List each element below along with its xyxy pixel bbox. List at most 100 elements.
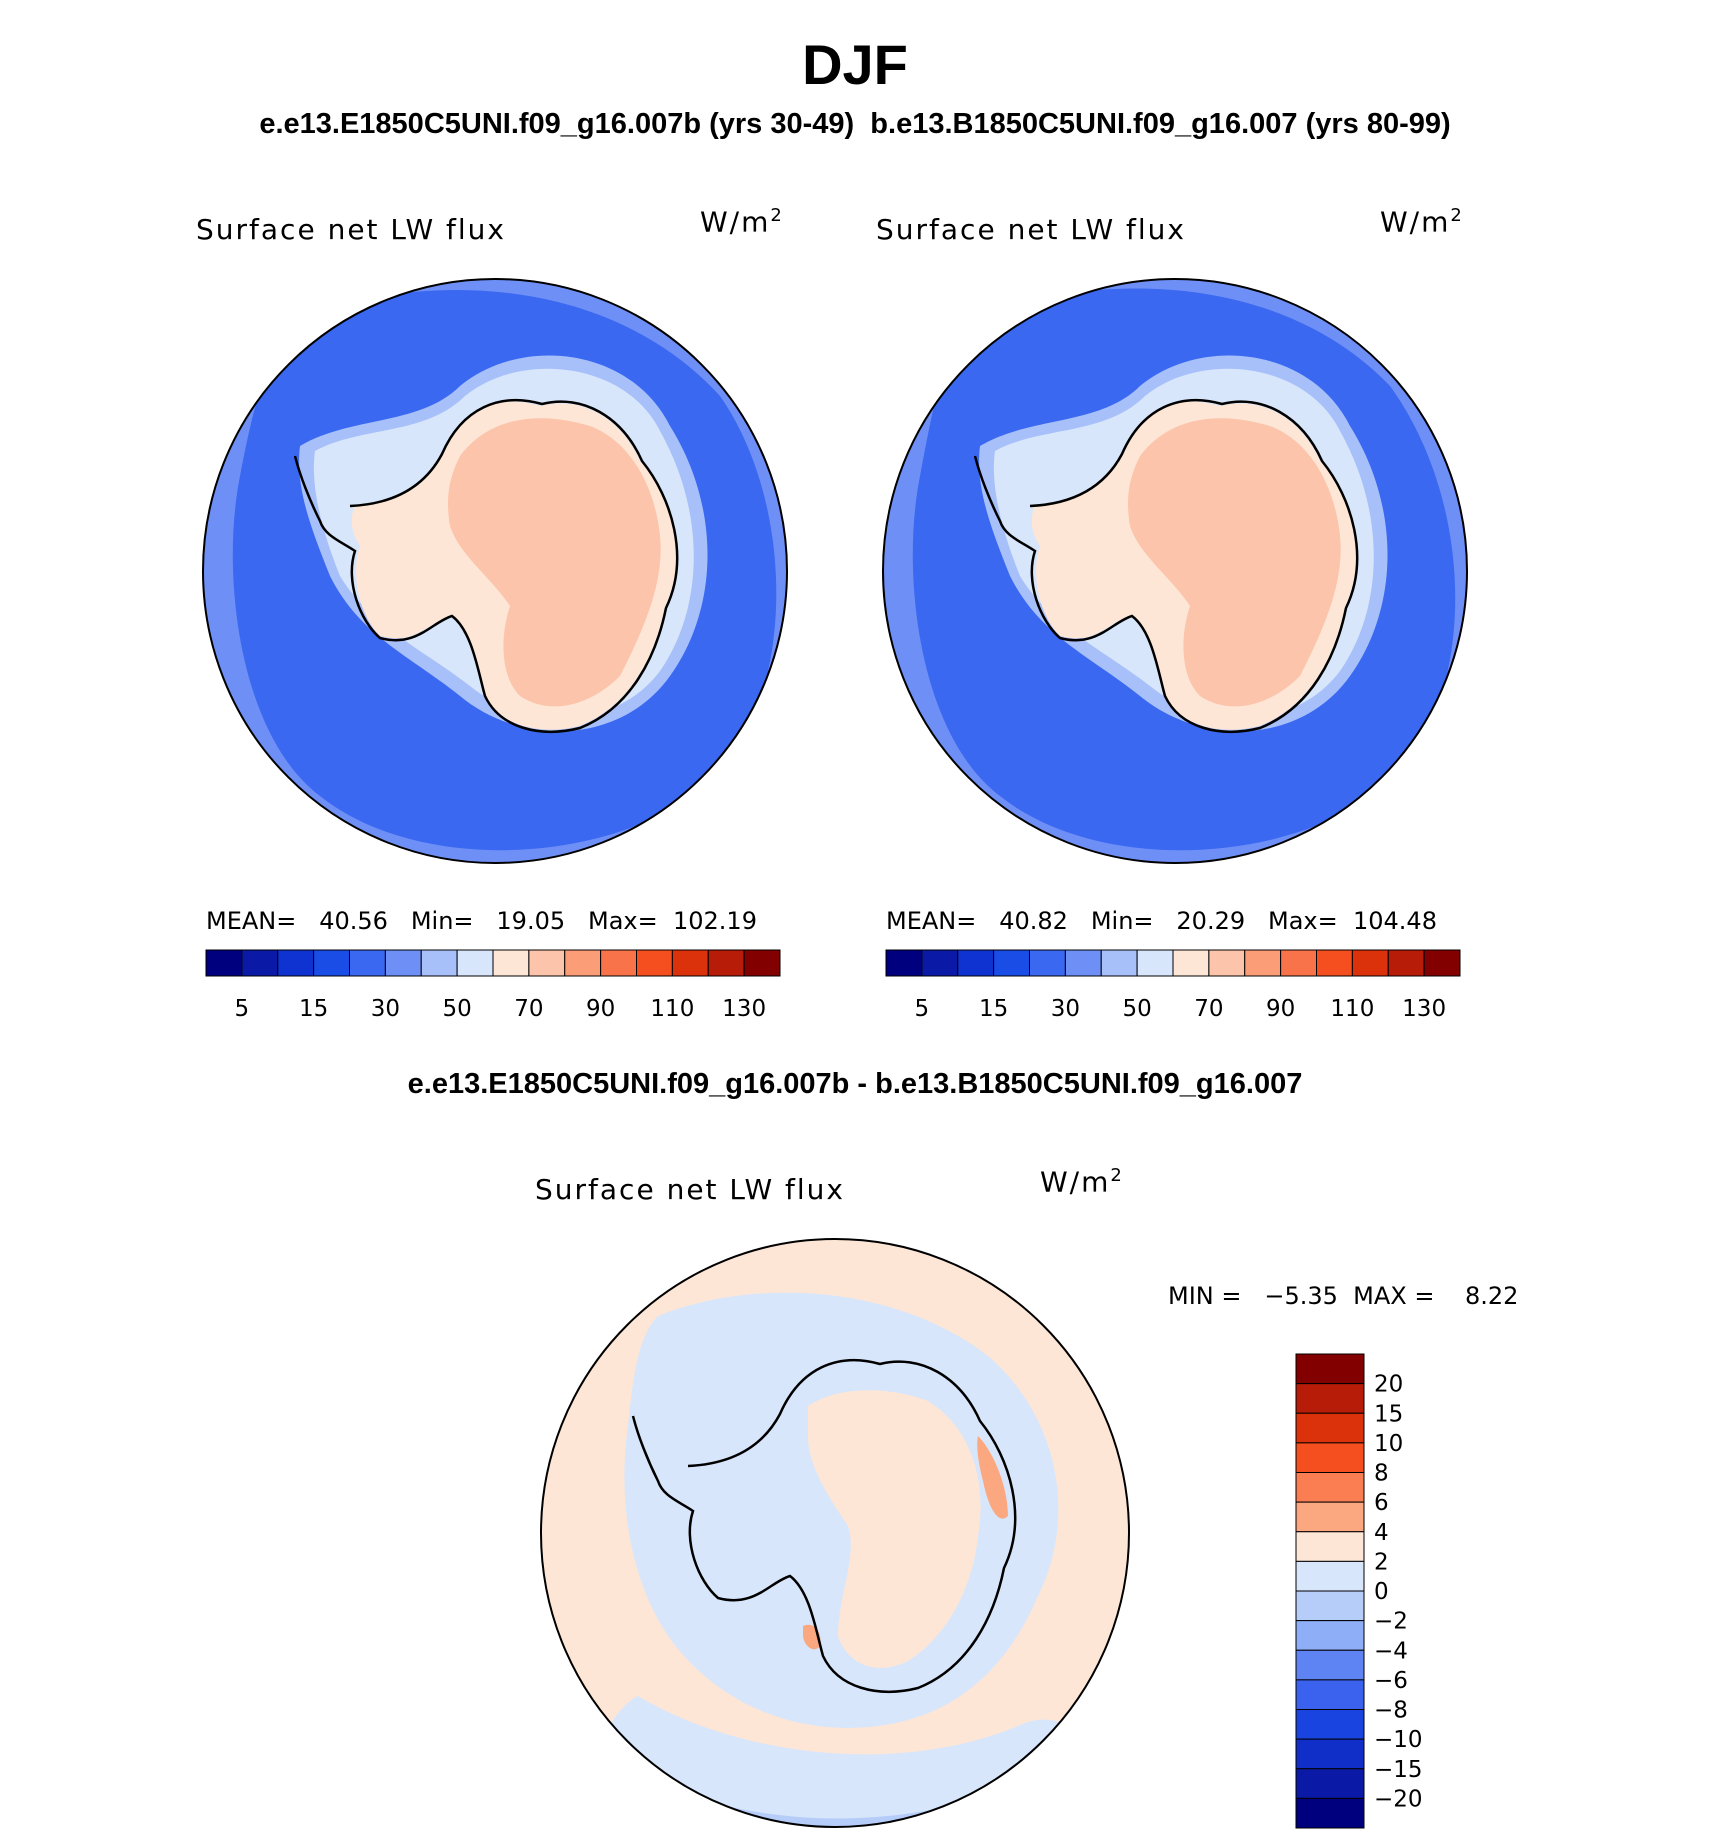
diff-positive-hotspot	[977, 1436, 1008, 1519]
colorbar-box	[205, 949, 243, 977]
colorbar-tick-label: −15	[1374, 1757, 1423, 1783]
colorbar-box	[277, 949, 315, 977]
colorbar-tick-label: 15	[299, 996, 328, 1022]
diff-field-label: Surface net LW flux	[535, 1173, 845, 1206]
colorbar-tick-label: 50	[442, 996, 471, 1022]
colorbar-box	[349, 949, 386, 977]
colorbar-box	[1295, 1797, 1365, 1829]
colorbar-box	[420, 949, 458, 977]
colorbar-box	[1295, 1768, 1365, 1799]
season-title: DJF	[802, 33, 908, 96]
diff-stats: MIN = −5.35 MAX = 8.22	[1168, 1282, 1519, 1310]
colorbar-tick-label: 0	[1374, 1579, 1389, 1605]
colorbar-tick-label: 30	[1051, 996, 1080, 1022]
antarctica-coastline	[631, 1359, 1017, 1693]
colorbar-box	[1295, 1383, 1365, 1414]
colorbar-box	[1423, 949, 1461, 977]
colorbar-box	[1316, 949, 1353, 977]
colorbar-box	[957, 949, 995, 977]
colorbar-tick-label: 10	[1374, 1431, 1403, 1457]
diff-negative-south	[598, 1696, 1098, 1821]
colorbar-tick-label: 20	[1374, 1372, 1403, 1398]
colorbar-box	[1295, 1501, 1365, 1533]
colorbar-box	[528, 949, 566, 977]
colorbar-tick-label: −10	[1374, 1727, 1423, 1753]
colorbar-box	[1295, 1738, 1365, 1770]
colorbar-tick-label: 8	[1374, 1461, 1389, 1487]
colorbar-panel1: 5 15 30 50 70 90 110 130	[205, 949, 781, 1022]
panel1-field-label: Surface net LW flux	[196, 213, 506, 246]
panel2-field-label: Surface net LW flux	[876, 213, 1186, 246]
colorbar-box	[564, 949, 602, 977]
colorbar-box	[1295, 1649, 1365, 1681]
colorbar-tick-label: 2	[1374, 1549, 1389, 1575]
colorbar-tick-label: 15	[1374, 1401, 1403, 1427]
colorbar-box	[1280, 949, 1317, 977]
colorbar-box	[1029, 949, 1066, 977]
colorbar-box	[1172, 949, 1210, 977]
colorbar-box	[885, 949, 923, 977]
diff-land-positive	[808, 1390, 981, 1668]
colorbar-box	[1295, 1412, 1365, 1444]
colorbar-box	[384, 949, 422, 977]
panel1-stats: MEAN= 40.56 Min= 19.05 Max= 102.19	[206, 907, 757, 935]
colorbar-box	[1295, 1353, 1365, 1385]
colorbar-tick-label: 50	[1122, 996, 1151, 1022]
panel2-units: W/m2	[1380, 205, 1464, 239]
colorbar-box	[1351, 949, 1389, 977]
colorbar-box	[1295, 1620, 1365, 1651]
colorbar-panel2: 5 15 30 50 70 90 110 130	[885, 949, 1461, 1022]
colorbar-tick-label: 70	[514, 996, 543, 1022]
colorbar-box	[993, 949, 1030, 977]
colorbar-tick-label: −6	[1374, 1668, 1408, 1694]
map-panel1	[202, 278, 788, 864]
diff-units: W/m2	[1040, 1165, 1124, 1199]
case-title: e.e13.E1850C5UNI.f09_g16.007b (yrs 30-49…	[259, 108, 1451, 140]
map-panel2	[882, 278, 1468, 864]
colorbar-box	[921, 949, 959, 977]
colorbar-box	[1295, 1590, 1365, 1622]
colorbar-tick-label: 15	[979, 996, 1008, 1022]
colorbar-box	[1295, 1531, 1365, 1562]
colorbar-tick-label: 5	[915, 996, 930, 1022]
colorbar-tick-label: 90	[586, 996, 615, 1022]
colorbar-box	[743, 949, 781, 977]
difference-title: e.e13.E1850C5UNI.f09_g16.007b - b.e13.B1…	[407, 1068, 1303, 1100]
colorbar-box	[636, 949, 673, 977]
colorbar-tick-label: 130	[1402, 996, 1446, 1022]
colorbar-tick-label: 6	[1374, 1490, 1389, 1516]
colorbar-box	[1244, 949, 1282, 977]
panel2-stats: MEAN= 40.82 Min= 20.29 Max= 104.48	[886, 907, 1437, 935]
colorbar-tick-label: 5	[235, 996, 250, 1022]
colorbar-box	[1295, 1709, 1365, 1740]
colorbar-tick-label: −8	[1374, 1698, 1408, 1724]
antarctica-coastline	[293, 399, 679, 733]
colorbar-tick-label: 110	[1330, 996, 1374, 1022]
colorbar-tick-label: 30	[371, 996, 400, 1022]
panel1-units: W/m2	[700, 205, 784, 239]
colorbar-box	[241, 949, 279, 977]
colorbar-box	[1295, 1472, 1365, 1503]
colorbar-box	[1064, 949, 1102, 977]
colorbar-box	[1295, 1560, 1365, 1592]
colorbar-tick-label: 110	[650, 996, 694, 1022]
colorbar-box	[1100, 949, 1138, 977]
antarctica-plateau	[448, 418, 661, 707]
antarctica-plateau	[1128, 418, 1341, 707]
colorbar-box	[1136, 949, 1174, 977]
colorbar-tick-label: 130	[722, 996, 766, 1022]
map-difference	[540, 1238, 1130, 1828]
colorbar-box	[1295, 1442, 1365, 1473]
colorbar-box	[707, 949, 745, 977]
colorbar-box	[456, 949, 494, 977]
colorbar-tick-label: 70	[1194, 996, 1223, 1022]
colorbar-tick-label: −4	[1374, 1638, 1408, 1664]
colorbar-tick-label: 90	[1266, 996, 1295, 1022]
colorbar-tick-label: −2	[1374, 1609, 1408, 1635]
colorbar-box	[1387, 949, 1425, 977]
colorbar-tick-label: −20	[1374, 1786, 1423, 1812]
antarctica-coastline	[973, 399, 1359, 733]
colorbar-box	[492, 949, 530, 977]
colorbar-box	[671, 949, 709, 977]
colorbar-box	[1295, 1679, 1365, 1710]
